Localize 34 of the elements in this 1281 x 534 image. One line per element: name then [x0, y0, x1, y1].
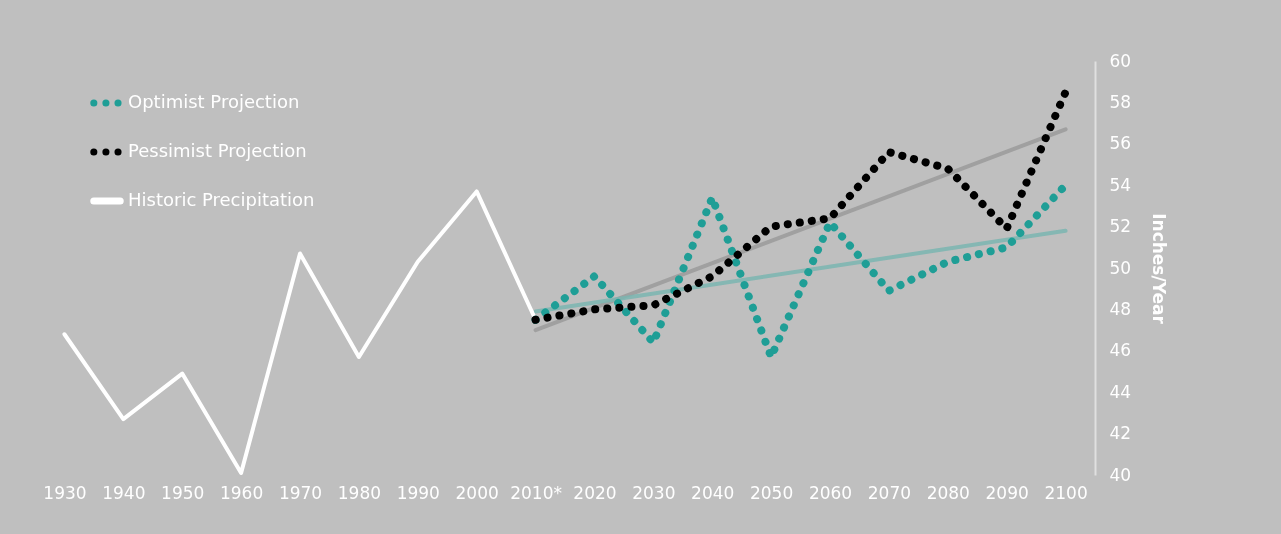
x-tick-label: 2090 [985, 482, 1029, 503]
x-tick-label: 2060 [808, 482, 853, 503]
x-tick-label: 1970 [278, 482, 323, 503]
x-tick-label: 1950 [161, 482, 205, 503]
y-tick-label: 50 [1109, 257, 1132, 278]
x-tick-label: 2000 [455, 482, 499, 503]
x-tick-label: 2050 [749, 482, 794, 503]
x-tick-label: 2080 [926, 482, 970, 503]
y-tick-label: 52 [1109, 216, 1132, 237]
y-tick-label: 46 [1109, 340, 1132, 361]
x-tick-label: 2010* [510, 482, 562, 503]
x-tick-label: 2070 [867, 482, 912, 503]
x-tick-label: 2030 [632, 482, 676, 503]
x-tick-label: 1980 [337, 482, 382, 503]
y-tick-label: 56 [1109, 133, 1132, 154]
y-tick-label: 60 [1109, 50, 1132, 71]
x-tick-label: 1960 [219, 482, 264, 503]
y-tick-label: 54 [1109, 174, 1132, 195]
x-tick-label: 1990 [396, 482, 440, 503]
x-tick-label: 2040 [691, 482, 735, 503]
y-axis-title: Inches/Year [1149, 213, 1170, 325]
y-tick-label: 40 [1109, 464, 1132, 485]
legend-label: Optimist Projection [128, 91, 300, 112]
line-series [62, 189, 538, 475]
x-tick-label: 2020 [573, 482, 617, 503]
x-tick-label: 1940 [102, 482, 146, 503]
y-tick-label: 42 [1109, 423, 1132, 444]
y-tick-label: 58 [1109, 91, 1132, 112]
legend-label: Pessimist Projection [128, 140, 307, 161]
x-tick-label: 1930 [43, 482, 87, 503]
x-tick-label: 2100 [1044, 482, 1088, 503]
y-tick-label: 44 [1109, 381, 1132, 402]
y-tick-label: 48 [1109, 298, 1132, 319]
legend-label: Historic Precipitation [128, 189, 315, 210]
